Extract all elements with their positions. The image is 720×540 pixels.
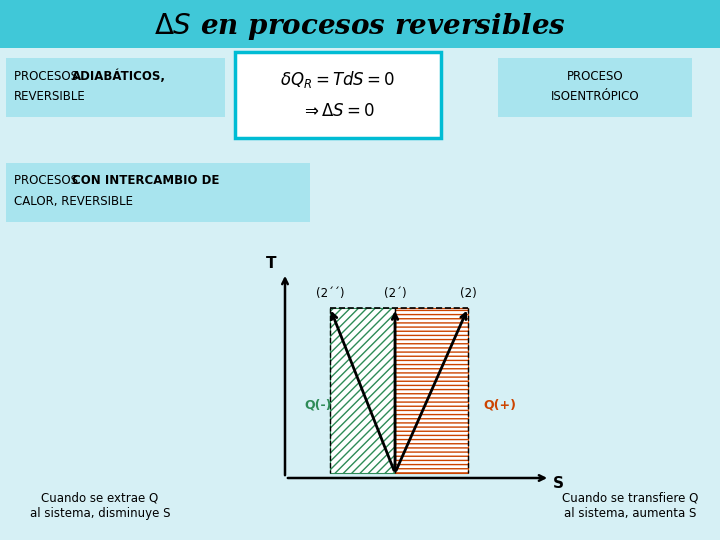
Text: $\delta Q_R = TdS = 0$: $\delta Q_R = TdS = 0$ [280, 70, 396, 91]
Text: ADIABÁTICOS,: ADIABÁTICOS, [72, 69, 166, 83]
Text: Q(+): Q(+) [484, 399, 516, 412]
Text: Cuando se transfiere Q: Cuando se transfiere Q [562, 491, 698, 504]
Text: S: S [552, 476, 564, 491]
Polygon shape [330, 308, 395, 473]
Text: Q(-): Q(-) [305, 399, 332, 412]
Text: al sistema, disminuye S: al sistema, disminuye S [30, 508, 170, 521]
Text: al sistema, aumenta S: al sistema, aumenta S [564, 508, 696, 521]
Text: ISOENTRÓPICO: ISOENTRÓPICO [551, 90, 639, 103]
Text: T: T [266, 256, 276, 272]
Text: CON INTERCAMBIO DE: CON INTERCAMBIO DE [72, 174, 220, 187]
Text: $\Rightarrow \Delta S = 0$: $\Rightarrow \Delta S = 0$ [301, 104, 375, 120]
Text: (2): (2) [459, 287, 477, 300]
Text: Cuando se extrae Q: Cuando se extrae Q [41, 491, 158, 504]
Text: PROCESOS: PROCESOS [14, 70, 82, 83]
Text: PROCESOS: PROCESOS [14, 174, 82, 187]
FancyBboxPatch shape [6, 163, 310, 222]
Text: CALOR, REVERSIBLE: CALOR, REVERSIBLE [14, 194, 133, 207]
Text: $\Delta S$ en procesos reversibles: $\Delta S$ en procesos reversibles [154, 10, 566, 42]
FancyBboxPatch shape [235, 52, 441, 138]
FancyBboxPatch shape [0, 0, 720, 48]
Text: PROCESO: PROCESO [567, 70, 624, 83]
Text: (2´´): (2´´) [316, 287, 344, 300]
Text: (2´): (2´) [384, 287, 406, 300]
Polygon shape [395, 308, 468, 473]
Text: REVERSIBLE: REVERSIBLE [14, 90, 86, 103]
FancyBboxPatch shape [498, 58, 692, 117]
FancyBboxPatch shape [6, 58, 225, 117]
